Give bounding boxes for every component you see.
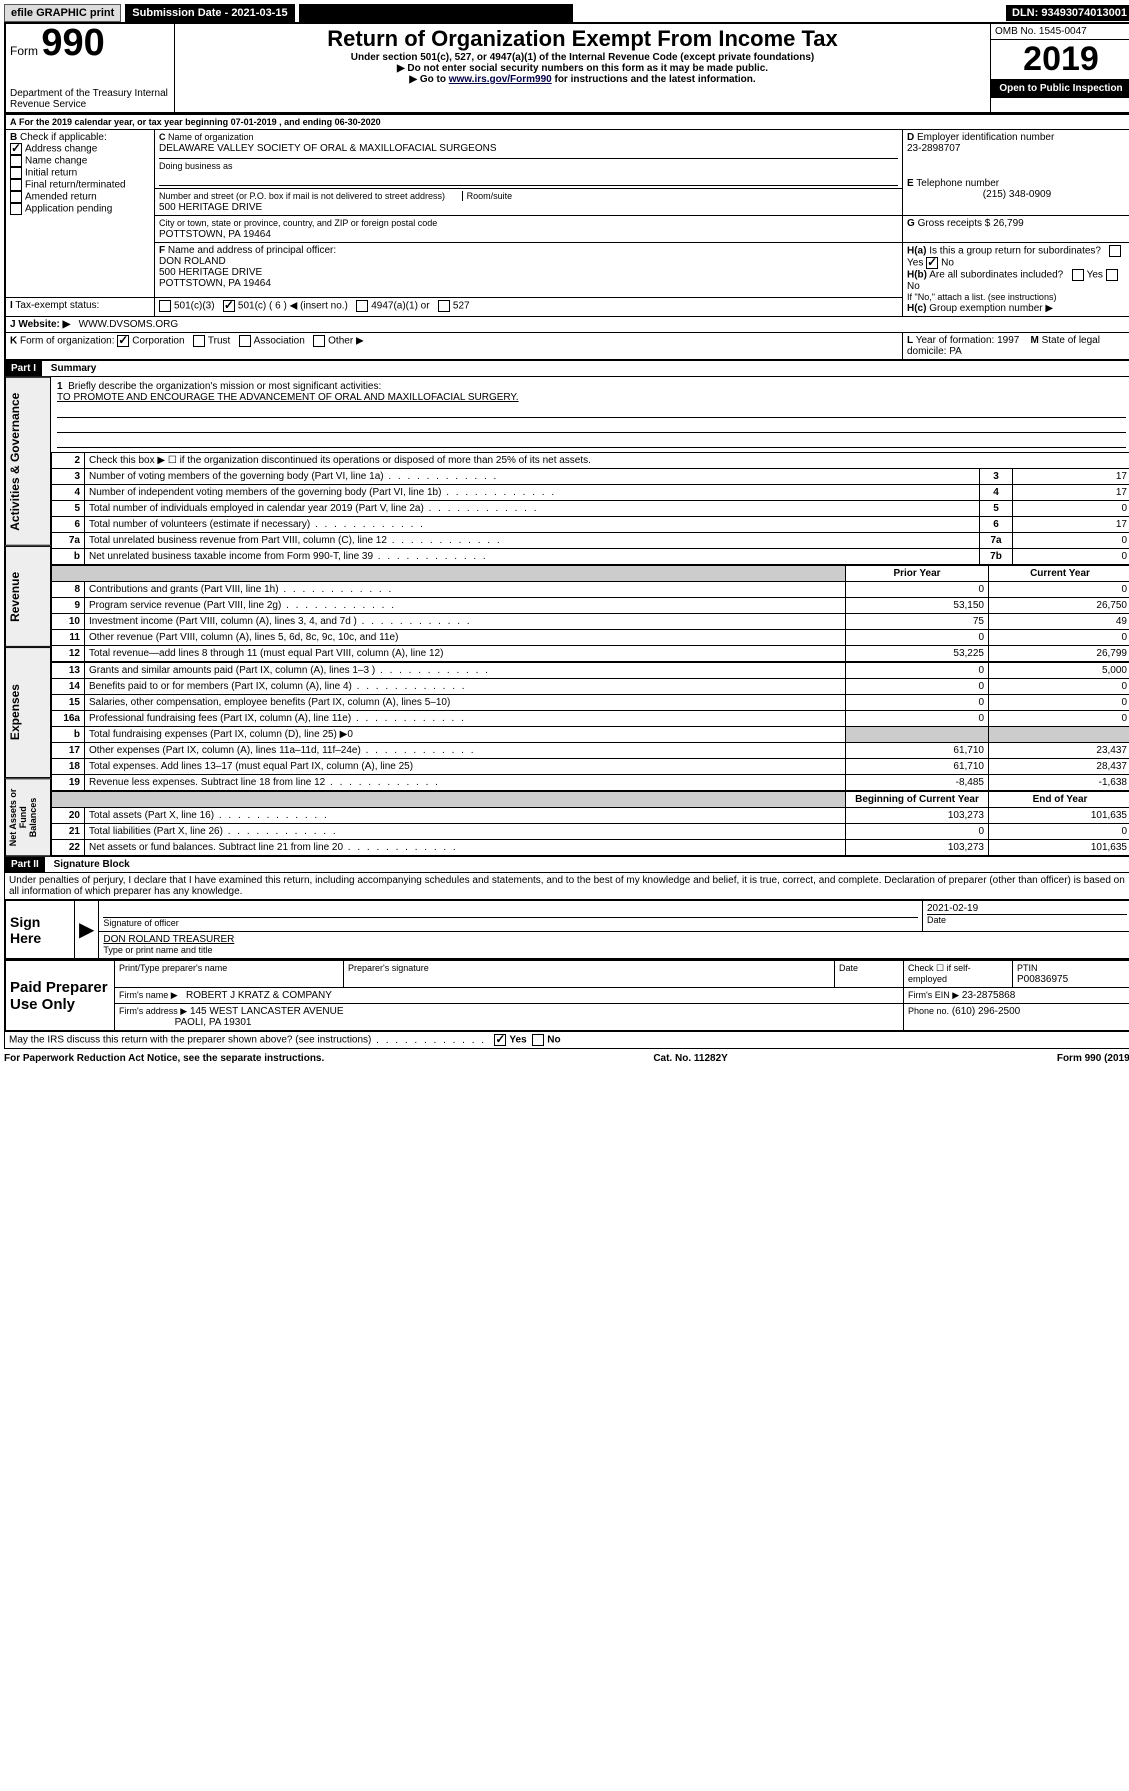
revenue-table: Prior YearCurrent Year 8Contributions an… [51,565,1129,662]
part1-title: Summary [45,361,103,376]
title-cell: Return of Organization Exempt From Incom… [175,23,991,113]
sign-date-cell: 2021-02-19 Date [923,901,1129,932]
preparer-table: Paid Preparer Use Only Print/Type prepar… [4,960,1129,1032]
ha-yes-checkbox[interactable] [1109,245,1121,257]
sign-arrow-icon: ▶ [75,901,99,960]
subtitle-3-pre: ▶ Go to [409,74,448,85]
form-of-org-cell: K Form of organization: Corporation Trus… [5,333,903,361]
vlabel-expenses: Expenses [5,647,51,778]
officer-cell: F Name and address of principal officer:… [155,243,903,298]
year-domicile-cell: L Year of formation: 1997 M State of leg… [903,333,1129,361]
check-b-label: Check if applicable: [20,132,107,143]
officer-name: DON ROLAND [159,256,226,267]
footer: For Paperwork Reduction Act Notice, see … [4,1049,1129,1064]
form-header-table: Form 990 Department of the Treasury Inte… [4,22,1129,114]
ha-no-checkbox[interactable] [926,257,938,269]
discuss-row: May the IRS discuss this return with the… [4,1032,1129,1049]
527-checkbox[interactable] [438,300,450,312]
sign-here-label: Sign Here [5,901,75,960]
efile-button[interactable]: efile GRAPHIC print [4,4,121,22]
other-checkbox[interactable] [313,335,325,347]
part1-badge: Part I [5,361,42,376]
org-name-cell: C Name of organization DELAWARE VALLEY S… [155,130,903,189]
year-cell: OMB No. 1545-0047 2019 Open to Public In… [991,23,1129,113]
application-pending-checkbox[interactable] [10,203,22,215]
street-address: 500 HERITAGE DRIVE [159,202,262,213]
signature-line-cell: Signature of officer [99,901,923,932]
main-title: Return of Organization Exempt From Incom… [179,26,986,52]
officer-addr2: POTTSTOWN, PA 19464 [159,278,271,289]
subtitle-2: ▶ Do not enter social security numbers o… [179,63,986,74]
vlabel-governance: Activities & Governance [5,377,51,546]
gross-receipts: 26,799 [993,218,1024,229]
irs-link[interactable]: www.irs.gov/Form990 [449,74,552,85]
part2-header-row: Part II Signature Block [4,857,1129,873]
ein-value: 23-2898707 [907,143,960,154]
website-value: WWW.DVSOMS.ORG [79,319,178,330]
part1-header-row: Part I Summary [4,361,1129,377]
4947-checkbox[interactable] [356,300,368,312]
form-number-cell: Form 990 Department of the Treasury Inte… [5,23,175,113]
paid-preparer-label: Paid Preparer Use Only [5,961,115,1032]
entity-info-table: A For the 2019 calendar year, or tax yea… [4,114,1129,361]
address-cell: Number and street (or P.O. box if mail i… [155,189,903,216]
501c3-checkbox[interactable] [159,300,171,312]
open-public-badge: Open to Public Inspection [991,79,1129,98]
dln-label: DLN: 93493074013001 [1006,5,1129,21]
vlabel-net: Net Assets or Fund Balances [5,778,51,856]
officer-addr1: 500 HERITAGE DRIVE [159,267,262,278]
perjury-text: Under penalties of perjury, I declare th… [4,873,1129,900]
part1-body: Activities & Governance Revenue Expenses… [4,377,1129,857]
submission-button[interactable]: Submission Date - 2021-03-15 [125,4,294,22]
org-name: DELAWARE VALLEY SOCIETY OF ORAL & MAXILL… [159,143,497,154]
initial-return-checkbox[interactable] [10,167,22,179]
sign-here-table: Sign Here ▶ Signature of officer 2021-02… [4,900,1129,960]
phone-value: (215) 348-0909 [907,189,1127,200]
omb-label: OMB No. 1545-0047 [991,24,1129,40]
line-a: A For the 2019 calendar year, or tax yea… [5,115,1129,130]
catalog-number: Cat. No. 11282Y [653,1053,727,1064]
net-assets-table: Beginning of Current YearEnd of Year 20T… [51,791,1129,856]
dept-label: Department of the Treasury Internal Reve… [10,88,170,110]
501c-checkbox[interactable] [223,300,235,312]
form-label: Form [10,44,38,58]
tax-year: 2019 [1023,40,1099,78]
paperwork-notice: For Paperwork Reduction Act Notice, see … [4,1053,324,1064]
city-state-zip: POTTSTOWN, PA 19464 [159,229,271,240]
name-change-checkbox[interactable] [10,155,22,167]
officer-name-cell: DON ROLAND TREASURER Type or print name … [99,932,1129,960]
discuss-no-checkbox[interactable] [532,1034,544,1046]
assoc-checkbox[interactable] [239,335,251,347]
mission-text: TO PROMOTE AND ENCOURAGE THE ADVANCEMENT… [57,392,519,403]
tax-status-cell: I Tax-exempt status: [5,298,155,317]
subtitle-1: Under section 501(c), 527, or 4947(a)(1)… [179,52,986,63]
form-version: Form 990 (2019) [1057,1053,1129,1064]
final-return-checkbox[interactable] [10,179,22,191]
part2-badge: Part II [5,857,45,872]
discuss-yes-checkbox[interactable] [494,1034,506,1046]
gross-receipts-cell: G Gross receipts $ 26,799 [903,216,1129,243]
dba-label: Doing business as [159,158,898,171]
governance-table: 2Check this box ▶ ☐ if the organization … [51,452,1129,565]
part2-title: Signature Block [48,857,136,872]
blank-button [299,4,573,22]
h-cell: H(a) Is this a group return for subordin… [903,243,1129,317]
check-b-cell: B Check if applicable: Address change Na… [5,130,155,298]
form-number: 990 [41,22,104,64]
trust-checkbox[interactable] [193,335,205,347]
hb-no-checkbox[interactable] [1106,269,1118,281]
hb-yes-checkbox[interactable] [1072,269,1084,281]
ein-phone-cell: D Employer identification number 23-2898… [903,130,1129,216]
city-cell: City or town, state or province, country… [155,216,903,243]
amended-return-checkbox[interactable] [10,191,22,203]
top-toolbar: efile GRAPHIC print Submission Date - 20… [4,4,1129,22]
subtitle-3-post: for instructions and the latest informat… [552,74,756,85]
expenses-table: 13Grants and similar amounts paid (Part … [51,662,1129,791]
website-cell: J Website: ▶ WWW.DVSOMS.ORG [5,317,1129,333]
line1-block: 1 Briefly describe the organization's mi… [51,377,1129,452]
address-change-checkbox[interactable] [10,143,22,155]
corp-checkbox[interactable] [117,335,129,347]
vlabel-revenue: Revenue [5,546,51,647]
